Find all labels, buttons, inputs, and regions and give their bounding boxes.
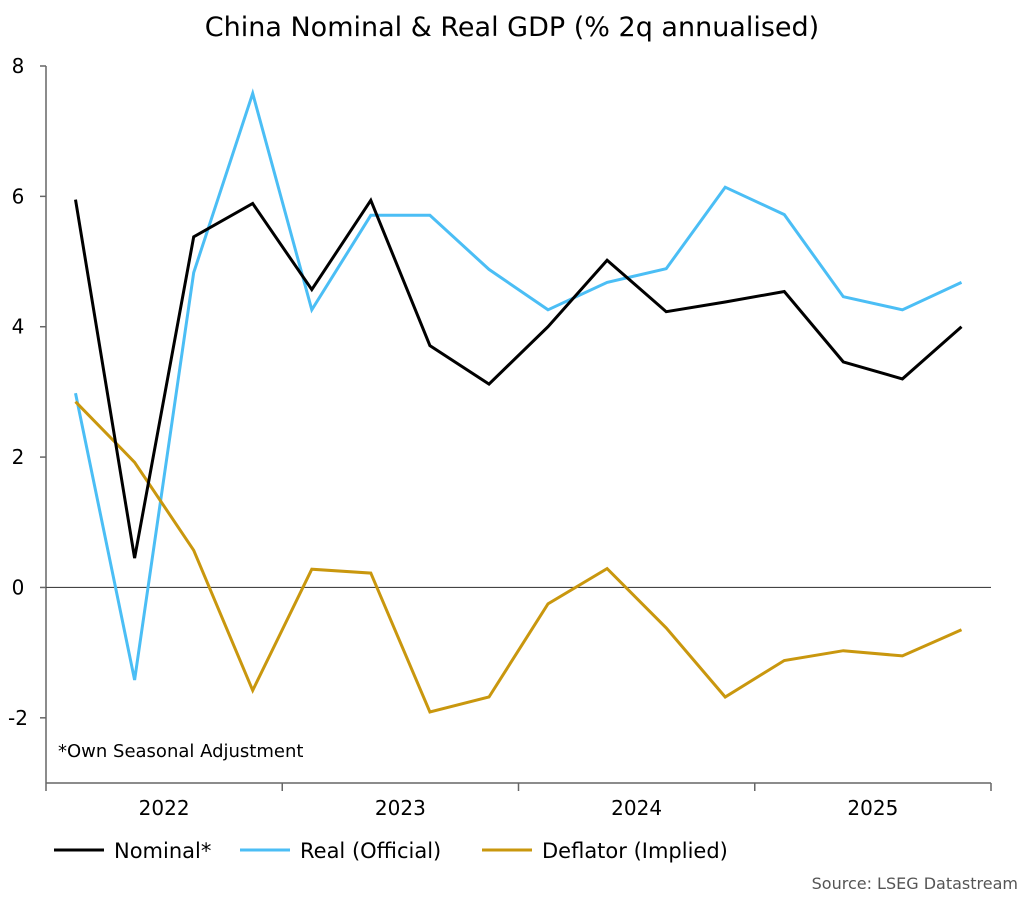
- annotation: *Own Seasonal Adjustment: [58, 741, 303, 762]
- legend-label: Deflator (Implied): [542, 839, 728, 863]
- legend: Nominal* Real (Official) Deflator (Implied…: [54, 839, 728, 863]
- axes: 8 6 4 2 0 -2 2022 2023 2024 2025: [8, 54, 992, 820]
- series-line-1: [74, 88, 963, 681]
- legend-label: Real (Official): [300, 839, 441, 863]
- y-tick-label: 8: [12, 54, 25, 78]
- series-lines: [74, 88, 963, 714]
- x-tick-label: 2023: [375, 796, 426, 820]
- y-tick-label: 6: [12, 184, 25, 208]
- y-tick-label: 2: [12, 445, 25, 469]
- y-tick-label: -2: [8, 706, 28, 730]
- x-tick-label: 2024: [611, 796, 662, 820]
- y-tick-label: 4: [12, 315, 25, 339]
- series-line-2: [74, 400, 963, 714]
- legend-label: Nominal*: [114, 839, 211, 863]
- y-tick-label: 0: [12, 575, 25, 599]
- series-line-0: [74, 197, 963, 559]
- x-tick-label: 2022: [139, 796, 190, 820]
- chart-title: China Nominal & Real GDP (% 2q annualise…: [205, 12, 819, 43]
- x-tick-label: 2025: [847, 796, 898, 820]
- source: Source: LSEG Datastream: [812, 874, 1018, 893]
